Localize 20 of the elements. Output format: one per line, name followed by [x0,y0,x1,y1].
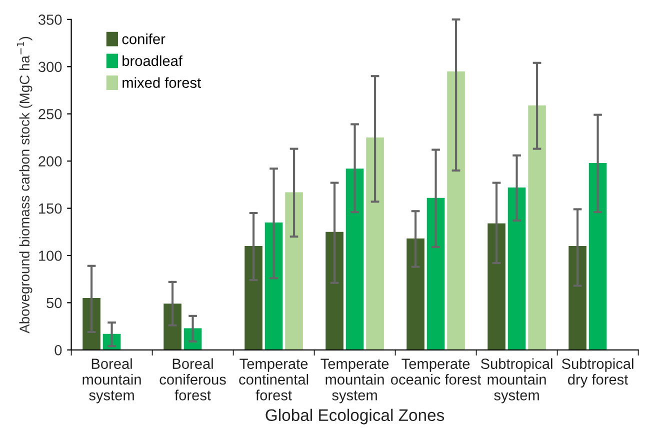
x-tick-label: Temperate continental forest [239,358,308,400]
legend-label: broadleaf [122,55,182,66]
y-tick-label: 150 [39,203,62,214]
x-tick-label: Temperate oceanic forest [391,358,482,385]
x-axis-title: Global Ecological Zones [266,408,444,424]
x-tick-label: Boreal coniferous forest [160,358,226,400]
x-tick-label: Subtropical dry forest [562,358,634,388]
legend-label: conifer [122,34,166,44]
y-tick-label: 50 [46,298,62,308]
y-tick-label: 350 [38,14,62,25]
y-tick-label: 100 [39,250,62,261]
legend-label: mixed forest [122,77,201,88]
x-tick-label: Subtropical mountain system [480,358,552,404]
y-tick-label: 300 [38,62,62,72]
y-axis-title: Aboveground biomass carbon stock (MgC ha$^{−1}$) [16,36,32,334]
y-tick-label: 0 [54,345,62,356]
y-tick-label: 200 [38,156,62,166]
y-tick-label: 250 [38,108,62,120]
x-tick-label: Temperate mountain system [320,358,389,404]
x-tick-label: Boreal mountain system [82,358,141,404]
